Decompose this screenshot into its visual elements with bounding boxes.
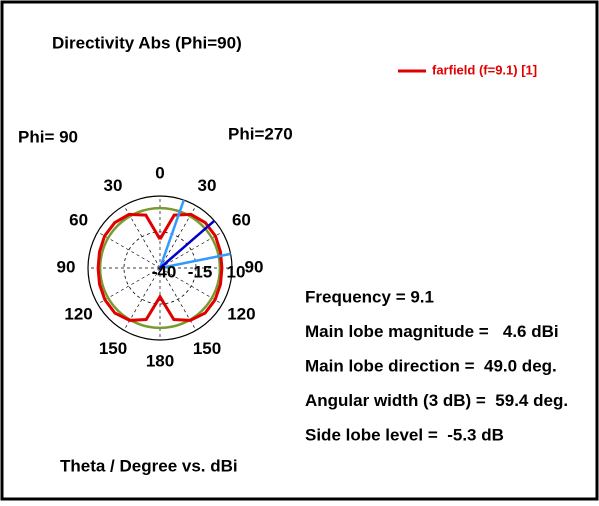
info-line: Frequency = 9.1 bbox=[305, 287, 434, 306]
left-label: Phi= 90 bbox=[18, 127, 78, 146]
width-line bbox=[158, 199, 185, 269]
angle-label: 180 bbox=[146, 351, 174, 370]
info-line: Main lobe magnitude = 4.6 dBi bbox=[305, 322, 559, 341]
pattern-line bbox=[96, 212, 224, 322]
right-label: Phi=270 bbox=[228, 124, 293, 143]
angle-label: 150 bbox=[99, 339, 127, 358]
threshold-circle bbox=[98, 206, 222, 330]
chart-title: Directivity Abs (Phi=90) bbox=[52, 33, 242, 52]
angle-label: 30 bbox=[198, 176, 217, 195]
info-line: Main lobe direction = 49.0 deg. bbox=[305, 356, 557, 375]
radial-label: -15 bbox=[188, 262, 213, 281]
angle-label: 60 bbox=[232, 210, 251, 229]
radial-label: -40 bbox=[152, 262, 177, 281]
angle-label: 90 bbox=[245, 257, 264, 276]
radial-label: 10 bbox=[227, 262, 246, 281]
legend-label: farfield (f=9.1) [1] bbox=[432, 62, 537, 77]
angle-label: 150 bbox=[193, 339, 221, 358]
info-line: Side lobe level = -5.3 dB bbox=[305, 425, 504, 444]
width-line bbox=[159, 252, 231, 270]
angle-label: 0 bbox=[155, 163, 164, 182]
axis-label: Theta / Degree vs. dBi bbox=[60, 456, 238, 475]
angle-label: 120 bbox=[227, 304, 255, 323]
angle-label: 120 bbox=[64, 304, 92, 323]
angle-label: 60 bbox=[69, 210, 88, 229]
angle-label: 30 bbox=[104, 176, 123, 195]
info-line: Angular width (3 dB) = 59.4 deg. bbox=[305, 391, 568, 410]
main-lobe-line bbox=[159, 219, 216, 269]
angle-label: 90 bbox=[57, 257, 76, 276]
radial-grid bbox=[87, 195, 233, 341]
